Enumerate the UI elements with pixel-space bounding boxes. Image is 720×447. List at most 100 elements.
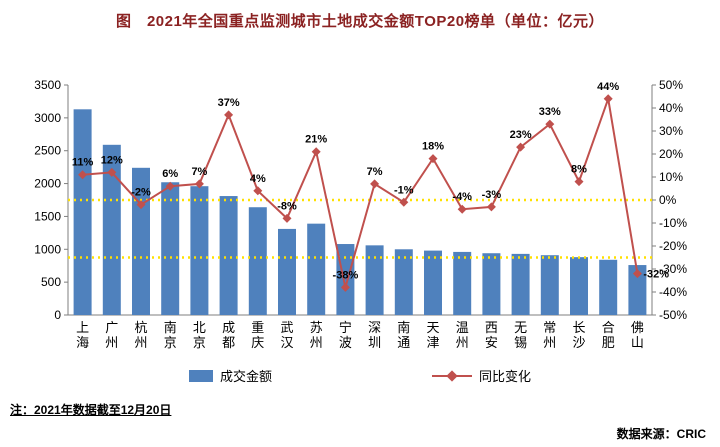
right-tick-label: 50% xyxy=(659,78,683,92)
bar xyxy=(482,253,501,315)
x-axis-label: 合肥 xyxy=(602,320,615,350)
data-label: -32% xyxy=(643,269,669,281)
bar xyxy=(511,253,530,315)
right-tick-label: -50% xyxy=(659,308,687,322)
data-label: -2% xyxy=(131,187,151,199)
x-axis-label: 北京 xyxy=(193,320,206,350)
left-tick-label: 1500 xyxy=(34,209,61,223)
left-tick-label: 3000 xyxy=(34,111,61,125)
chart-legend: 成交金额 同比变化 xyxy=(0,366,720,385)
line-marker xyxy=(78,170,88,180)
line-marker xyxy=(253,186,263,196)
data-label: 18% xyxy=(422,141,444,153)
line-marker xyxy=(457,204,467,214)
left-tick-label: 500 xyxy=(41,275,61,289)
right-tick-label: 40% xyxy=(659,101,683,115)
right-tick-label: 20% xyxy=(659,147,683,161)
bar xyxy=(540,255,559,315)
x-axis-label: 南通 xyxy=(397,320,410,350)
data-label: 11% xyxy=(72,157,94,169)
bar xyxy=(102,144,121,315)
line-marker xyxy=(603,94,613,104)
line-marker xyxy=(340,282,350,292)
data-label: -8% xyxy=(277,200,297,212)
data-label: 8% xyxy=(571,164,587,176)
line-marker xyxy=(428,154,438,164)
right-tick-label: 30% xyxy=(659,124,683,138)
data-label: 33% xyxy=(539,106,561,118)
right-tick-label: -20% xyxy=(659,239,687,253)
left-tick-label: 2500 xyxy=(34,144,61,158)
line-marker xyxy=(632,269,642,279)
bar xyxy=(190,186,209,315)
left-tick-label: 0 xyxy=(54,308,61,322)
legend-item-line: 同比变化 xyxy=(432,366,531,385)
bar xyxy=(307,223,326,315)
data-label: 44% xyxy=(597,81,619,93)
bar-swatch-icon xyxy=(188,369,213,382)
line-marker xyxy=(545,119,555,129)
x-axis-label: 武汉 xyxy=(280,320,293,350)
trend-line xyxy=(82,98,639,288)
line-marker xyxy=(370,179,380,189)
right-tick-label: -40% xyxy=(659,285,687,299)
right-tick-label: -30% xyxy=(659,262,687,276)
data-label: 7% xyxy=(367,166,383,178)
legend-item-bar: 成交金额 xyxy=(188,366,272,385)
chart-title: 图 2021年全国重点监测城市土地成交金额TOP20榜单（单位：亿元） xyxy=(115,13,605,30)
x-axis-label: 无锡 xyxy=(514,320,527,350)
line-marker xyxy=(224,110,234,120)
bar xyxy=(453,251,472,315)
bar xyxy=(599,259,618,315)
x-axis-label: 重庆 xyxy=(251,320,264,350)
data-source: 数据来源：CRIC xyxy=(616,427,706,441)
x-axis-label: 南京 xyxy=(164,320,177,350)
legend-line-label: 同比变化 xyxy=(479,369,532,384)
legend-bar-label: 成交金额 xyxy=(219,369,272,384)
x-axis-label: 宁波 xyxy=(339,320,352,350)
bar xyxy=(278,228,296,315)
x-axis-label: 深圳 xyxy=(368,320,381,350)
x-axis-label: 温州 xyxy=(456,320,469,350)
left-tick-label: 2000 xyxy=(34,177,61,191)
x-axis-label: 成都 xyxy=(222,320,235,350)
x-axis-label: 常州 xyxy=(543,320,556,350)
data-label: 23% xyxy=(510,129,532,141)
data-label: -1% xyxy=(394,184,414,196)
bar xyxy=(73,109,92,315)
right-tick-label: 0% xyxy=(659,193,677,207)
line-marker xyxy=(282,213,292,223)
right-tick-label: 10% xyxy=(659,170,683,184)
bar-line-chart: 3500 3000 2500 2000 1500 1000 500 0 50% 40% 30% 20%… xyxy=(34,78,687,350)
bar xyxy=(570,257,588,315)
bar xyxy=(628,265,647,315)
line-marker xyxy=(574,177,584,187)
data-label: -38% xyxy=(333,269,359,281)
line-marker xyxy=(486,202,496,212)
line-swatch-icon xyxy=(432,369,472,382)
line-marker xyxy=(136,200,146,210)
line-marker xyxy=(311,147,321,157)
line-marker xyxy=(107,167,117,177)
bar xyxy=(161,182,180,315)
data-label: 6% xyxy=(162,168,178,180)
bar xyxy=(424,250,442,315)
data-label: -4% xyxy=(452,191,472,203)
bar xyxy=(365,245,384,315)
left-tick-label: 1000 xyxy=(34,242,61,256)
bar xyxy=(248,207,267,315)
x-axis-label: 佛山 xyxy=(631,320,644,350)
x-axis-label: 苏州 xyxy=(310,320,323,350)
data-label: 4% xyxy=(250,173,266,185)
data-label: -3% xyxy=(482,189,502,201)
x-axis-label: 上海 xyxy=(76,320,89,350)
right-tick-label: -10% xyxy=(659,216,687,230)
line-marker xyxy=(165,181,175,191)
line-marker xyxy=(516,142,526,152)
x-axis-label: 西安 xyxy=(485,320,498,350)
bar xyxy=(219,196,238,315)
footnote: 注：2021年数据截至12月20日 xyxy=(10,403,172,417)
data-label: 12% xyxy=(101,154,123,166)
x-axis-label: 长沙 xyxy=(572,320,585,350)
